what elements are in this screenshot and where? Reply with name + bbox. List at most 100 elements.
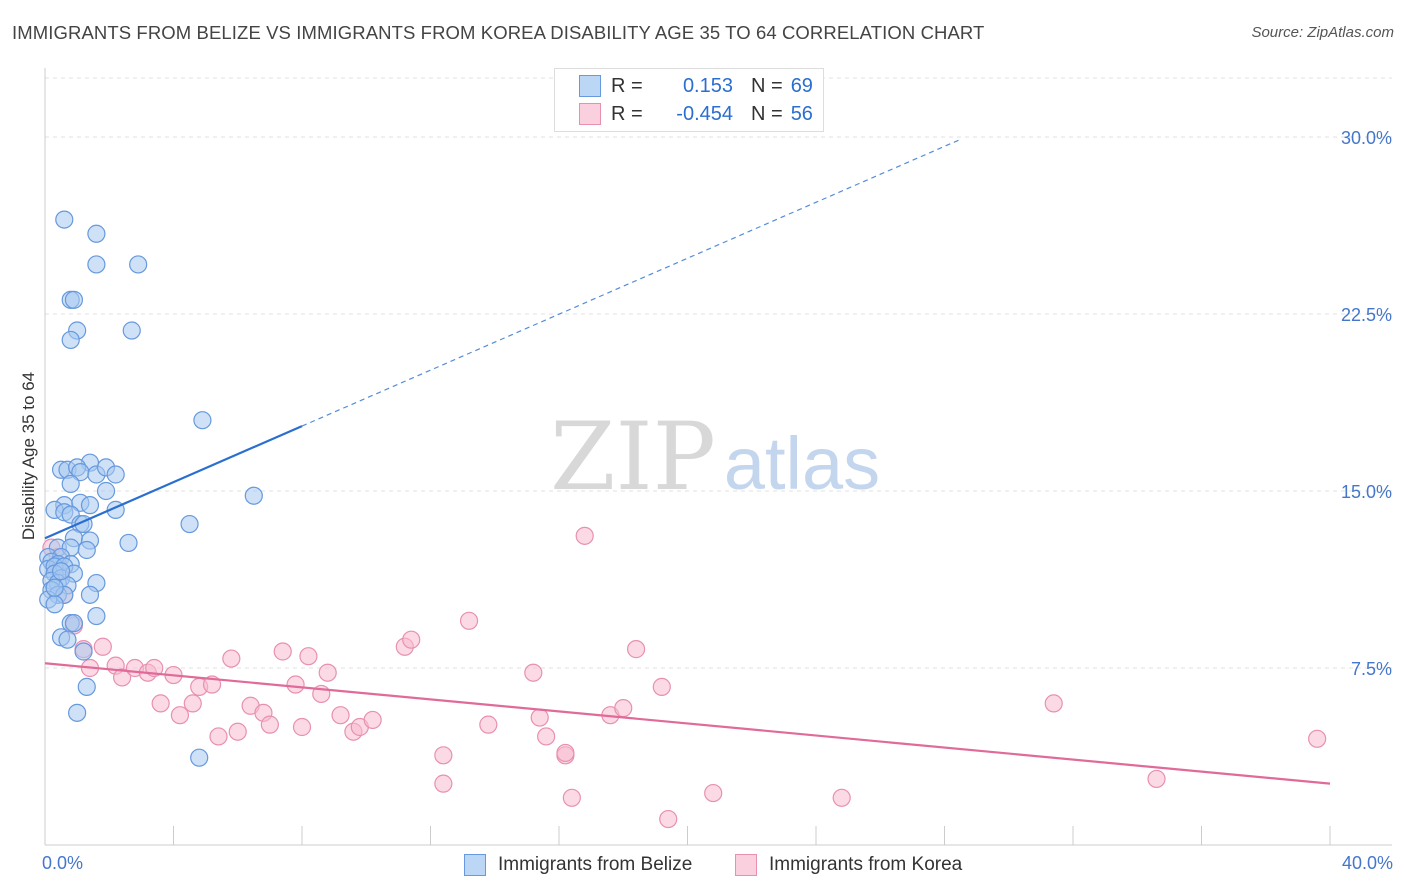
korea-point-20	[228, 722, 247, 741]
korea-point-54	[1044, 694, 1063, 713]
korea-point-49	[626, 640, 646, 659]
legend-r-value-belize: 0.153	[682, 74, 733, 97]
belize-point-66	[190, 748, 209, 767]
korea-point-19	[222, 649, 241, 668]
belize-point-55	[80, 585, 100, 604]
belize-point-17	[106, 465, 125, 484]
legend-swatch-belize	[579, 75, 601, 97]
korea-point-33	[363, 710, 382, 730]
belize-point-65	[68, 703, 87, 722]
korea-point-40	[524, 663, 543, 682]
korea-point-48	[614, 699, 633, 718]
y-axis-label: Disability Age 35 to 64	[19, 371, 38, 541]
belize-point-67	[45, 578, 64, 597]
watermark-atlas: atlas	[724, 422, 880, 505]
belize-point-63	[74, 642, 93, 661]
bottom-legend-label-korea: Immigrants from Korea	[769, 854, 963, 875]
legend-n-label: N =	[751, 74, 783, 97]
belize-point-57	[45, 595, 64, 614]
belize-point-18	[61, 474, 80, 494]
belize-point-64	[77, 677, 96, 696]
legend-n-value-belize: 69	[790, 74, 813, 97]
bottom-legend-belize: Immigrants from Belize	[464, 852, 692, 878]
korea-point-35	[402, 630, 421, 649]
korea-point-12	[151, 694, 170, 713]
korea-point-30	[331, 706, 350, 725]
belize-point-19	[96, 481, 116, 501]
korea-point-29	[318, 663, 337, 682]
watermark-zip: ZIP	[550, 403, 716, 512]
grid-lines	[45, 77, 1392, 669]
belize-trend-extension	[301, 138, 961, 427]
korea-point-18	[209, 727, 228, 746]
korea-point-46	[575, 526, 594, 545]
legend-row-belize: R = 0.153 N = 69	[579, 73, 813, 99]
tick-labels: 7.5% 15.0% 22.5% 30.0% 0.0% 40.0%	[42, 128, 1393, 873]
korea-point-37	[434, 774, 453, 793]
korea-points	[42, 526, 1327, 829]
bottom-legend-swatch-belize	[464, 854, 486, 876]
korea-point-41	[530, 708, 549, 727]
y-tick-label-3: 30.0%	[1341, 128, 1392, 148]
chart-title: IMMIGRANTS FROM BELIZE VS IMMIGRANTS FRO…	[12, 22, 985, 43]
belize-point-23	[80, 496, 100, 515]
belize-point-7	[61, 330, 80, 350]
legend-r-label: R =	[611, 102, 643, 125]
legend-n-value-korea: 56	[790, 102, 813, 125]
belize-points	[39, 210, 263, 767]
korea-point-53	[832, 788, 851, 807]
legend: R = 0.153 N = 69 R = -0.454 N = 56	[554, 68, 824, 132]
korea-point-51	[659, 809, 678, 829]
y-tick-label-1: 15.0%	[1341, 482, 1392, 502]
legend-row-korea: R = -0.454 N = 56	[579, 101, 813, 127]
korea-point-26	[292, 717, 312, 737]
korea-point-25	[286, 675, 305, 694]
belize-point-1	[87, 224, 106, 243]
source-label: Source: ZipAtlas.com	[1251, 24, 1394, 41]
belize-point-59	[64, 614, 84, 633]
korea-point-39	[479, 715, 498, 734]
legend-r-value-korea: -0.454	[676, 102, 733, 125]
y-tick-label-2: 22.5%	[1341, 305, 1392, 325]
belize-trend-line	[44, 425, 303, 540]
belize-point-5	[64, 290, 84, 309]
belize-point-8	[122, 321, 141, 340]
trend-lines	[44, 138, 1331, 785]
korea-point-27	[299, 647, 318, 666]
x-tick-label-1: 40.0%	[1342, 853, 1393, 873]
belize-point-33	[119, 533, 138, 553]
korea-point-6	[93, 637, 112, 656]
x-tick-label-0: 0.0%	[42, 853, 83, 873]
watermark: ZIP atlas	[550, 403, 880, 512]
legend-r-label: R =	[611, 74, 643, 97]
korea-point-38	[459, 611, 479, 630]
korea-point-56	[1308, 729, 1327, 748]
korea-point-15	[183, 694, 202, 713]
korea-trend-line	[44, 662, 1331, 785]
korea-point-23	[260, 715, 279, 734]
legend-swatch-korea	[579, 103, 601, 125]
korea-point-8	[112, 668, 132, 687]
legend-n-label: N =	[751, 102, 783, 125]
belize-point-3	[129, 255, 148, 274]
y-tick-label-0: 7.5%	[1351, 659, 1392, 679]
belize-point-36	[77, 540, 96, 560]
bottom-legend-korea: Immigrants from Korea	[735, 852, 962, 878]
belize-point-0	[55, 210, 74, 229]
axes	[44, 68, 1392, 846]
korea-point-50	[652, 677, 671, 696]
korea-point-55	[1147, 769, 1166, 789]
korea-point-45	[562, 788, 581, 807]
belize-point-9	[193, 411, 212, 430]
belize-point-20	[244, 486, 263, 505]
belize-point-2	[87, 255, 106, 274]
belize-point-60	[87, 606, 106, 626]
korea-point-42	[537, 727, 556, 746]
bottom-legend-label-belize: Immigrants from Belize	[498, 854, 693, 875]
korea-point-52	[704, 783, 723, 803]
belize-point-68	[51, 562, 71, 581]
korea-point-36	[434, 746, 453, 765]
korea-point-44	[556, 743, 575, 763]
korea-point-24	[273, 642, 292, 661]
